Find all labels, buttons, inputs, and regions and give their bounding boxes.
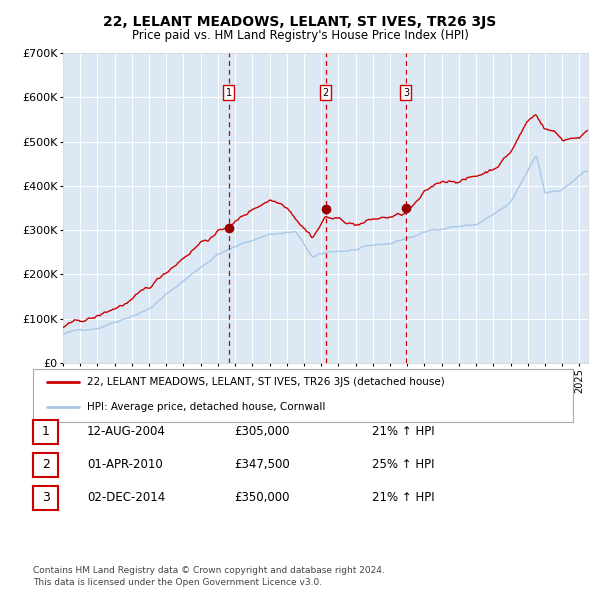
- Text: £350,000: £350,000: [234, 491, 290, 504]
- Text: 22, LELANT MEADOWS, LELANT, ST IVES, TR26 3JS (detached house): 22, LELANT MEADOWS, LELANT, ST IVES, TR2…: [87, 377, 445, 387]
- Text: 22, LELANT MEADOWS, LELANT, ST IVES, TR26 3JS: 22, LELANT MEADOWS, LELANT, ST IVES, TR2…: [103, 15, 497, 29]
- Text: 3: 3: [403, 88, 409, 98]
- Text: 21% ↑ HPI: 21% ↑ HPI: [372, 425, 434, 438]
- Text: £347,500: £347,500: [234, 458, 290, 471]
- Text: Price paid vs. HM Land Registry's House Price Index (HPI): Price paid vs. HM Land Registry's House …: [131, 30, 469, 42]
- Text: 2: 2: [41, 458, 50, 471]
- Text: £305,000: £305,000: [234, 425, 290, 438]
- Text: 2: 2: [322, 88, 329, 98]
- Text: Contains HM Land Registry data © Crown copyright and database right 2024.
This d: Contains HM Land Registry data © Crown c…: [33, 566, 385, 587]
- Text: 3: 3: [41, 491, 50, 504]
- Text: HPI: Average price, detached house, Cornwall: HPI: Average price, detached house, Corn…: [87, 402, 325, 412]
- Text: 1: 1: [226, 88, 232, 98]
- Text: 25% ↑ HPI: 25% ↑ HPI: [372, 458, 434, 471]
- Text: 02-DEC-2014: 02-DEC-2014: [87, 491, 165, 504]
- Text: 1: 1: [41, 425, 50, 438]
- Text: 12-AUG-2004: 12-AUG-2004: [87, 425, 166, 438]
- Text: 01-APR-2010: 01-APR-2010: [87, 458, 163, 471]
- Text: 21% ↑ HPI: 21% ↑ HPI: [372, 491, 434, 504]
